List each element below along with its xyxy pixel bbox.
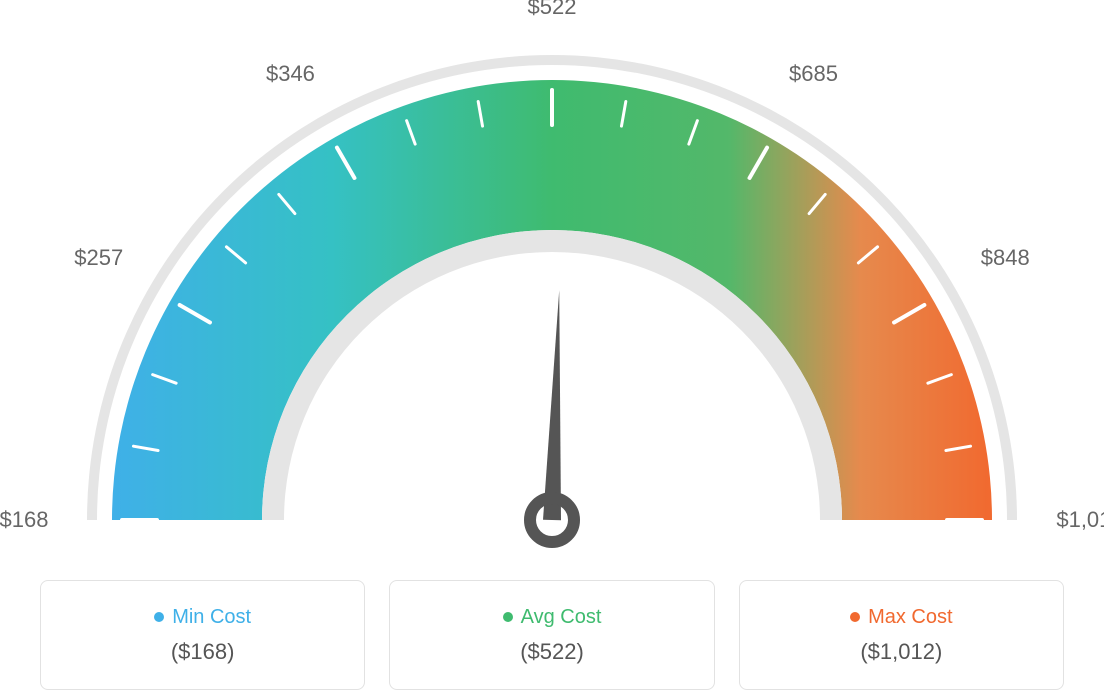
legend-value: ($168) <box>171 639 235 665</box>
gauge-area: $168 $257 $346 $522 $685 $848 $1,012 <box>0 0 1104 560</box>
legend-value: ($1,012) <box>860 639 942 665</box>
gauge-scale-label: $346 <box>266 61 315 87</box>
legend-value: ($522) <box>520 639 584 665</box>
gauge-scale-label: $848 <box>981 245 1030 271</box>
legend-area: Min Cost ($168) Avg Cost ($522) Max Cost ($1,… <box>0 580 1104 690</box>
legend-card: Min Cost ($168) <box>40 580 365 690</box>
legend-dot-icon <box>503 612 513 622</box>
legend-label: Avg Cost <box>521 606 602 629</box>
gauge-scale-label: $168 <box>0 507 48 533</box>
legend-dot-icon <box>154 612 164 622</box>
legend-title: Max Cost <box>850 606 952 629</box>
legend-title: Min Cost <box>154 606 251 629</box>
legend-dot-icon <box>850 612 860 622</box>
gauge-scale-label: $522 <box>528 0 577 20</box>
legend-title: Avg Cost <box>503 606 602 629</box>
legend-card: Max Cost ($1,012) <box>739 580 1064 690</box>
cost-gauge-container: $168 $257 $346 $522 $685 $848 $1,012 Min Cost (… <box>0 0 1104 690</box>
gauge-scale-label: $685 <box>789 61 838 87</box>
gauge-scale-label: $257 <box>74 245 123 271</box>
gauge-scale-label: $1,012 <box>1056 507 1104 533</box>
gauge-svg <box>0 0 1104 560</box>
legend-label: Max Cost <box>868 606 952 629</box>
legend-label: Min Cost <box>172 606 251 629</box>
legend-card: Avg Cost ($522) <box>389 580 714 690</box>
